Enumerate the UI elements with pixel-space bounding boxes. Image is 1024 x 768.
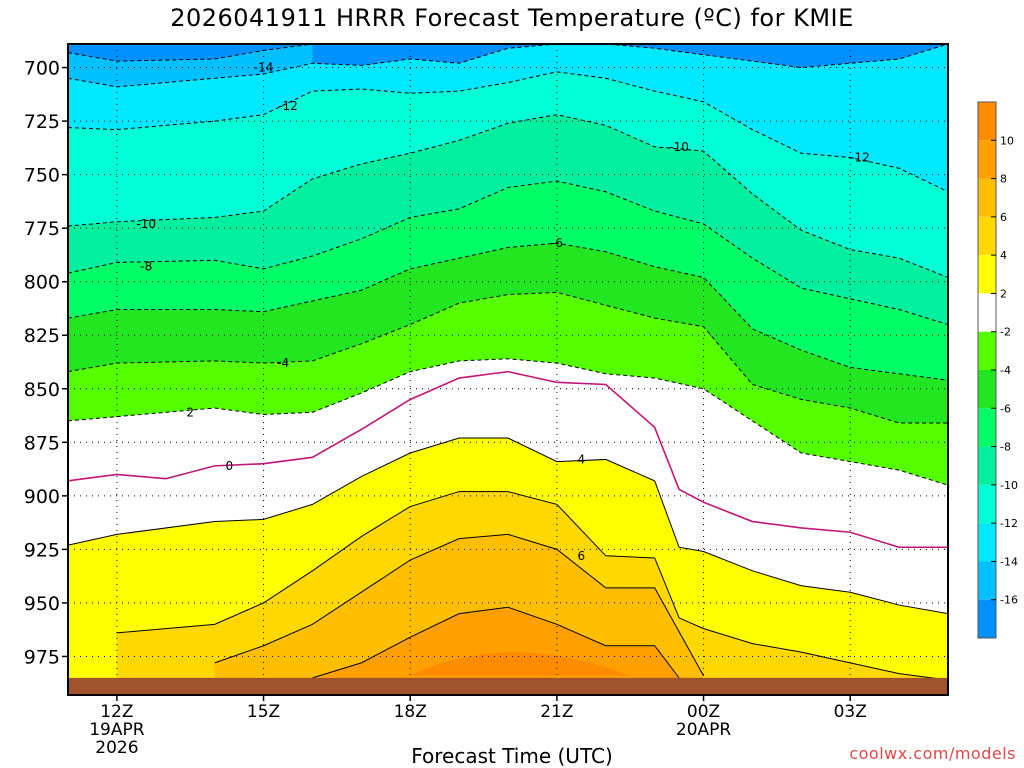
colorbar-band-4: [978, 216, 996, 256]
colorbar-label--2: -2: [1000, 326, 1011, 339]
colorbar-band--10: [978, 446, 996, 485]
colorbar-label--16: -16: [1000, 594, 1018, 607]
colorbar-label-6: 6: [1000, 211, 1007, 224]
y-tick-label-950: 950: [24, 593, 60, 615]
contour-4: [68, 437, 948, 615]
colorbar-band-10: [978, 102, 996, 141]
plot-frame: [67, 43, 949, 696]
y-tick-label-925: 925: [24, 539, 60, 561]
band-fill-warmest: [410, 652, 631, 676]
colorbar-label-4: 4: [1000, 249, 1007, 262]
y-tick-label-825: 825: [24, 325, 60, 347]
contour-label--10: -10: [136, 217, 156, 231]
contour--8: [68, 180, 948, 326]
contour--12: [68, 71, 948, 193]
contour-label--14: -14: [254, 61, 274, 75]
y-tick-label-975: 975: [24, 646, 60, 668]
colorbar-label--14: -14: [1000, 555, 1018, 568]
contour-label-4: 4: [578, 452, 586, 466]
colorbar-band--6: [978, 370, 996, 409]
y-tick-label-800: 800: [24, 272, 60, 294]
contour--14: [68, 44, 948, 88]
x-tick-label-12-0: 00Z: [687, 702, 720, 722]
x-tick-label-0-2: 2026: [95, 738, 138, 758]
contour-label-6: 6: [578, 549, 586, 563]
y-tick-label-900: 900: [24, 486, 60, 508]
x-tick-label-3-0: 15Z: [247, 702, 280, 722]
contour-10: [312, 606, 680, 679]
colorbar-label-10: 10: [1000, 134, 1014, 147]
colorbar-band--2: [978, 293, 996, 332]
colorbar-band--12: [978, 484, 996, 524]
x-tick-label-0-1: 19APR: [89, 720, 145, 740]
ground: [68, 677, 948, 695]
contour-label-2: 2: [186, 405, 194, 419]
colorbar-label--6: -6: [1000, 402, 1011, 415]
colorbar-label--12: -12: [1000, 517, 1018, 530]
colorbar-band--8: [978, 408, 996, 447]
colorbar-band-8: [978, 140, 996, 179]
contour--10: [68, 114, 948, 278]
x-tick-label-12-1: 20APR: [676, 720, 732, 740]
colorbar-label--4: -4: [1000, 364, 1011, 377]
colorbar-band-6: [978, 178, 996, 217]
colorbar-label--10: -10: [1000, 479, 1018, 492]
colorbar-label--8: -8: [1000, 441, 1011, 454]
y-tick-label-700: 700: [24, 58, 60, 80]
colorbar-label-2: 2: [1000, 287, 1007, 300]
x-tick-label-6-0: 18Z: [394, 702, 427, 722]
contour--16: [68, 44, 313, 62]
contour-0: [68, 370, 948, 549]
x-tick-label-15-0: 03Z: [834, 702, 867, 722]
contour-label-0: 0: [226, 459, 234, 473]
y-tick-label-875: 875: [24, 432, 60, 454]
colorbar-band--4: [978, 331, 996, 370]
colorbar-band-2: [978, 255, 996, 294]
colorbar-band--16: [978, 561, 996, 600]
x-axis-label: Forecast Time (UTC): [411, 744, 613, 768]
plot-area: -14 -12 -10 -8 -6 -4 2 0 4 6 -10 -12: [68, 44, 948, 695]
y-tick-label-725: 725: [24, 111, 60, 133]
x-tick-label-9-0: 21Z: [540, 702, 573, 722]
contour-label--12-b: -12: [850, 150, 870, 164]
y-tick-label-850: 850: [24, 379, 60, 401]
contour-label--4: -4: [277, 356, 289, 370]
contour-label--6: -6: [551, 236, 563, 250]
contour-label--10-b: -10: [669, 140, 689, 154]
chart-title: 2026041911 HRRR Forecast Temperature (ºC…: [170, 4, 854, 32]
contour-label--12: -12: [278, 99, 298, 113]
x-tick-label-0-0: 12Z: [100, 702, 133, 722]
contour-8: [214, 533, 704, 676]
contour--2: [68, 358, 948, 486]
y-tick-label-775: 775: [24, 218, 60, 240]
y-tick-label-750: 750: [24, 165, 60, 187]
contour--4: [68, 291, 948, 424]
colorbar-band--14: [978, 523, 996, 562]
contour-label--8: -8: [140, 260, 152, 274]
colorbar-band--18: [978, 599, 996, 638]
contour-6: [116, 491, 948, 681]
colorbar-label-8: 8: [1000, 173, 1007, 186]
credit-link[interactable]: coolwx.com/models: [849, 744, 1016, 763]
